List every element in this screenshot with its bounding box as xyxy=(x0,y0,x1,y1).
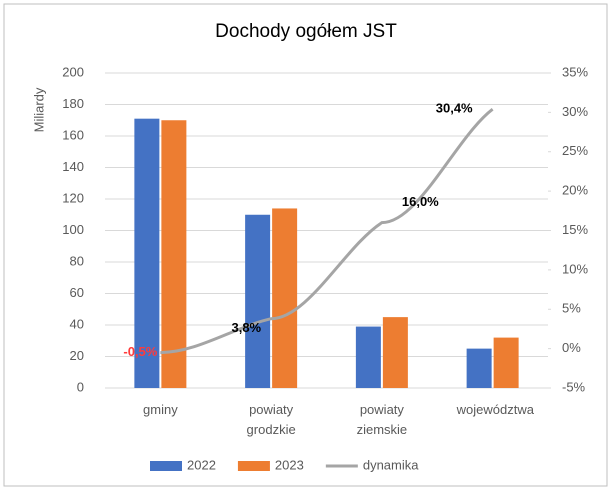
y-tick-label: 100 xyxy=(62,222,84,237)
y2-tick-label: 5% xyxy=(562,301,581,316)
y2-tick-label: 35% xyxy=(562,64,588,79)
legend-label: 2023 xyxy=(275,457,304,472)
x-tick-label-box: powiaty grodzkie xyxy=(246,402,296,437)
y2-tick-label: 15% xyxy=(562,222,588,237)
data-label: 3,8% xyxy=(231,320,261,335)
x-tick-label: powiaty ziemskie xyxy=(356,402,408,437)
bar xyxy=(466,348,492,388)
y-tick-label: 20 xyxy=(70,348,84,363)
y-axis-label: Miliardy xyxy=(31,87,46,132)
y-tick-label: 180 xyxy=(62,96,84,111)
legend-label: 2022 xyxy=(187,457,216,472)
x-tick-label-box: województwa xyxy=(456,402,534,417)
x-tick-label: gminy xyxy=(143,402,178,417)
chart-title: Dochody ogółem JST xyxy=(215,21,397,42)
y-tick-label: 140 xyxy=(62,159,84,174)
y-tick-label: 40 xyxy=(70,316,84,331)
bar xyxy=(493,337,519,388)
bar xyxy=(382,317,408,388)
y-tick-label: 0 xyxy=(77,379,84,394)
legend-label: dynamika xyxy=(363,457,419,472)
y-tick-label: 120 xyxy=(62,190,84,205)
bar xyxy=(134,118,160,389)
y2-tick-label: 20% xyxy=(562,183,588,198)
y2-tick-label: -5% xyxy=(562,379,586,394)
data-label: -0,5% xyxy=(123,344,157,359)
bar xyxy=(272,208,298,388)
legend-swatch xyxy=(150,461,182,471)
x-tick-label-box: powiaty ziemskie xyxy=(356,402,408,437)
y2-tick-label: 0% xyxy=(562,340,581,355)
legend-swatch xyxy=(237,461,270,471)
x-tick-label: województwa xyxy=(456,402,534,417)
y-tick-label: 160 xyxy=(62,127,84,142)
y-tick-label: 60 xyxy=(70,285,84,300)
data-label: 16,0% xyxy=(402,194,439,209)
y2-tick-label: 25% xyxy=(562,143,588,158)
y-tick-label: 200 xyxy=(62,64,84,79)
bar xyxy=(161,120,187,388)
data-label: 30,4% xyxy=(436,101,473,116)
bar xyxy=(245,214,271,388)
y2-tick-label: 10% xyxy=(562,261,588,276)
line-series xyxy=(160,108,494,355)
chart-frame xyxy=(3,3,608,487)
x-tick-label-box: gminy xyxy=(143,402,178,417)
x-tick-label: powiaty grodzkie xyxy=(246,402,296,437)
y-tick-label: 80 xyxy=(70,253,84,268)
y2-tick-label: 30% xyxy=(562,104,588,119)
bar xyxy=(355,326,381,388)
